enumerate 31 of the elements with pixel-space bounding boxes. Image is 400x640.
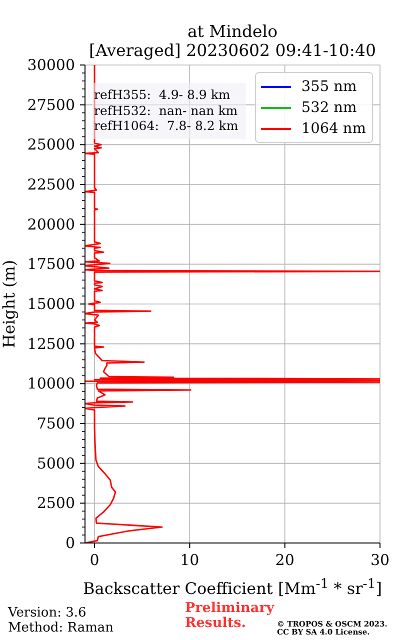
x-tick-label: 30	[370, 551, 390, 569]
y-tick-label: 15000	[27, 295, 75, 313]
text: Method: Raman	[8, 620, 114, 636]
text: Version: 3.6	[8, 606, 86, 622]
y-tick-label: 2500	[36, 494, 75, 512]
x-tick-label: 10	[180, 551, 200, 569]
y-tick-label: 30000	[27, 56, 75, 74]
y-axis-title: Height (m)	[0, 260, 18, 348]
x-axis-title: Backscatter Coefficient [Mm$^{-1}$ * sr$^{-1}$]	[83, 576, 382, 600]
y-tick-label: 27500	[27, 96, 75, 114]
y-tick-label: 22500	[27, 176, 75, 194]
chart-subtitle: [Averaged] 20230602 09:41-10:40	[89, 41, 376, 60]
y-tick-label: 20000	[27, 215, 75, 234]
y-tick-label: 25000	[27, 136, 75, 154]
x-tick-label: 20	[275, 551, 294, 569]
legend-label: 355 nm	[301, 78, 357, 94]
note-box: refH355: 4.9- 8.9 km refH532: nan- nan km refH1064: 7.8- 8.2 km	[92, 83, 246, 138]
y-tick-label: 12500	[27, 334, 75, 353]
annotation: refH355: 4.9- 8.9 km	[94, 87, 232, 102]
y-tick-label: 7500	[36, 414, 75, 432]
chart-title: at Mindelo	[187, 22, 278, 41]
y-tick-label: 5000	[36, 454, 75, 472]
y-tick-label: 17500	[27, 255, 75, 274]
x-tick-label: 0	[90, 551, 100, 569]
y-tick-label: 0	[65, 534, 75, 552]
legend-label: 532 nm	[301, 100, 357, 116]
annotation: refH1064: 7.8- 8.2 km	[94, 118, 238, 134]
y-tick-label: 10000	[27, 374, 75, 393]
text: Preliminary Results.	[185, 600, 274, 631]
annotation: refH532: nan- nan km	[94, 102, 238, 118]
legend-label: 1064 nm	[301, 120, 366, 136]
